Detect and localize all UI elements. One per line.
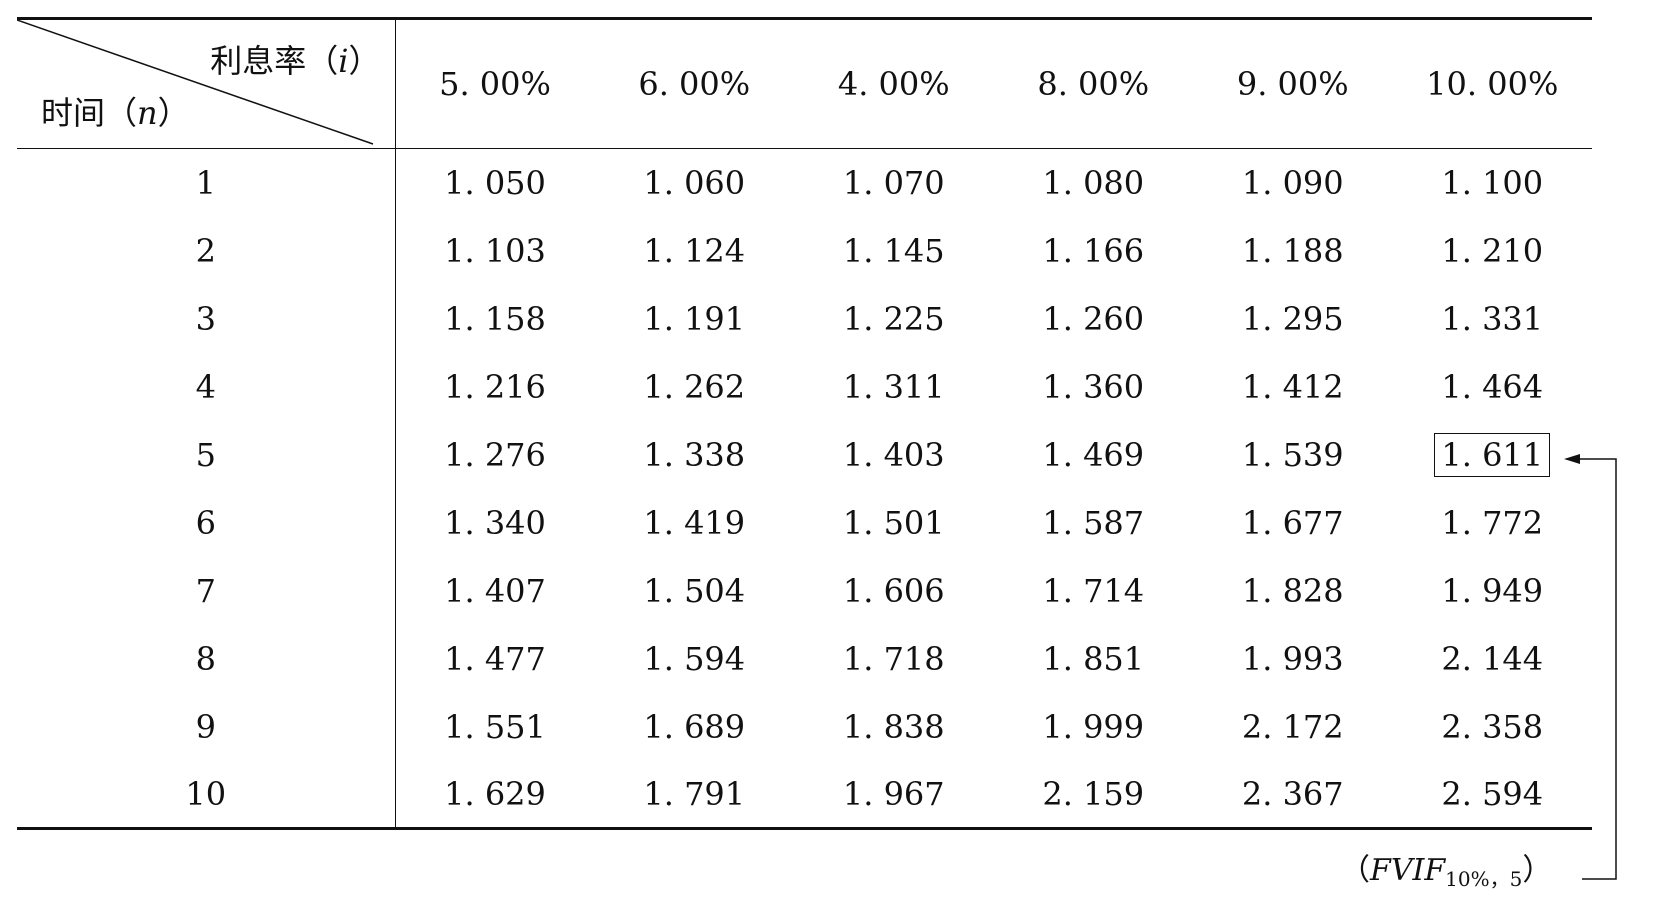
value-cell: 1. 338	[643, 435, 746, 474]
table-row: 6 1. 340 1. 419 1. 501 1. 587 1. 677 1. 772	[17, 488, 1592, 557]
rate-header: 9. 00%	[1193, 17, 1393, 149]
value-cell: 1. 191	[643, 299, 746, 338]
value-cell: 1. 949	[1441, 571, 1544, 610]
rate-header: 4. 00%	[794, 17, 994, 149]
value-cell: 1. 225	[842, 299, 945, 338]
table-row: 1 1. 050 1. 060 1. 070 1. 080 1. 090 1. 100	[17, 148, 1592, 217]
value-cell: 2. 159	[993, 760, 1193, 830]
table-row: 9 1. 551 1. 689 1. 838 1. 999 2. 172 2. 358	[17, 692, 1592, 761]
diagonal-divider	[17, 20, 374, 145]
value-cell: 1. 464	[1441, 367, 1544, 406]
table-row: 2 1. 103 1. 124 1. 145 1. 166 1. 188 1. 210	[17, 216, 1592, 285]
value-cell: 1. 100	[1441, 163, 1544, 202]
value-cell: 1. 501	[842, 503, 945, 542]
period-cell: 9	[17, 692, 396, 761]
value-cell: 1. 188	[1241, 231, 1344, 270]
value-cell: 2. 172	[1241, 707, 1344, 746]
value-cell: 1. 587	[1042, 503, 1145, 542]
value-cell: 1. 158	[444, 299, 546, 338]
value-cell: 2. 367	[1193, 760, 1393, 830]
value-cell: 1. 080	[1042, 163, 1145, 202]
period-cell: 5	[17, 420, 396, 489]
value-cell: 1. 060	[643, 163, 746, 202]
table-row: 4 1. 216 1. 262 1. 311 1. 360 1. 412 1. 464	[17, 352, 1592, 421]
value-cell: 1. 166	[1042, 231, 1145, 270]
table-row: 5 1. 276 1. 338 1. 403 1. 469 1. 539 1. 611	[17, 420, 1593, 489]
value-cell: 1. 539	[1241, 435, 1344, 474]
value-cell: 1. 772	[1441, 503, 1544, 542]
value-cell: 1. 677	[1241, 503, 1344, 542]
table-header: 利息率（i） 时间（n） 5. 00% 6. 00% 4. 00% 8. 00%…	[17, 17, 1592, 149]
value-cell: 2. 594	[1392, 760, 1592, 830]
value-cell: 1. 714	[1042, 571, 1145, 610]
period-cell: 3	[17, 284, 396, 353]
value-cell: 1. 407	[444, 571, 546, 610]
value-cell: 1. 689	[643, 707, 746, 746]
fvif-table-container: 利息率（i） 时间（n） 5. 00% 6. 00% 4. 00% 8. 00%…	[17, 17, 1592, 830]
value-cell: 2. 358	[1441, 707, 1544, 746]
fvif-note: （FVIF10%，5）	[1340, 853, 1553, 891]
value-cell: 1. 606	[842, 571, 945, 610]
value-cell: 1. 838	[842, 707, 945, 746]
value-cell: 1. 360	[1042, 367, 1145, 406]
value-cell: 1. 851	[1042, 639, 1145, 678]
value-cell: 1. 403	[842, 435, 945, 474]
highlighted-value: 1. 611	[1434, 432, 1551, 477]
value-cell: 1. 145	[842, 231, 945, 270]
value-cell: 1. 828	[1241, 571, 1344, 610]
value-cell: 1. 216	[444, 367, 546, 406]
highlighted-value-cell: 1. 611	[1393, 421, 1593, 489]
value-cell: 1. 124	[643, 231, 746, 270]
period-cell: 10	[17, 760, 396, 830]
value-cell: 1. 419	[643, 503, 746, 542]
value-cell: 1. 718	[842, 639, 945, 678]
rate-header: 6. 00%	[594, 17, 794, 149]
value-cell: 1. 260	[1042, 299, 1145, 338]
value-cell: 1. 791	[594, 760, 794, 830]
table-row: 10 1. 629 1. 791 1. 967 2. 159 2. 367 2. 594	[17, 760, 1592, 830]
value-cell: 1. 504	[643, 571, 746, 610]
period-cell: 6	[17, 488, 396, 557]
fvif-table: 利息率（i） 时间（n） 5. 00% 6. 00% 4. 00% 8. 00%…	[17, 17, 1592, 830]
value-cell: 1. 050	[444, 163, 546, 202]
value-cell: 1. 967	[794, 760, 994, 830]
table-body: 1 1. 050 1. 060 1. 070 1. 080 1. 090 1. 100 2 1.…	[17, 148, 1593, 830]
period-cell: 1	[17, 148, 396, 217]
corner-header-cell: 利息率（i） 时间（n）	[17, 17, 396, 149]
value-cell: 1. 331	[1441, 299, 1544, 338]
value-cell: 1. 594	[643, 639, 746, 678]
value-cell: 2. 144	[1441, 639, 1544, 678]
value-cell: 1. 103	[444, 231, 546, 270]
value-cell: 1. 295	[1241, 299, 1344, 338]
value-cell: 1. 469	[1042, 435, 1145, 474]
rate-header: 5. 00%	[395, 17, 595, 149]
rate-axis-label: 利息率（i）	[210, 42, 381, 80]
value-cell: 1. 629	[395, 760, 595, 830]
table-row: 7 1. 407 1. 504 1. 606 1. 714 1. 828 1. 949	[17, 556, 1592, 625]
period-cell: 4	[17, 352, 396, 421]
value-cell: 1. 993	[1241, 639, 1344, 678]
value-cell: 1. 412	[1241, 367, 1344, 406]
value-cell: 1. 551	[444, 707, 546, 746]
table-row: 3 1. 158 1. 191 1. 225 1. 260 1. 295 1. 331	[17, 284, 1592, 353]
value-cell: 1. 210	[1441, 231, 1544, 270]
period-cell: 2	[17, 216, 396, 285]
period-cell: 8	[17, 624, 396, 693]
value-cell: 1. 276	[444, 435, 546, 474]
value-cell: 1. 311	[842, 367, 945, 406]
time-axis-label: 时间（n）	[41, 94, 190, 132]
value-cell: 1. 477	[444, 639, 546, 678]
value-cell: 1. 262	[643, 367, 746, 406]
value-cell: 1. 090	[1241, 163, 1344, 202]
rate-header: 10. 00%	[1392, 17, 1592, 149]
value-cell: 1. 340	[444, 503, 546, 542]
period-cell: 7	[17, 556, 396, 625]
rate-header: 8. 00%	[993, 17, 1193, 149]
value-cell: 1. 999	[1042, 707, 1145, 746]
value-cell: 1. 070	[842, 163, 945, 202]
table-row: 8 1. 477 1. 594 1. 718 1. 851 1. 993 2. 144	[17, 624, 1592, 693]
